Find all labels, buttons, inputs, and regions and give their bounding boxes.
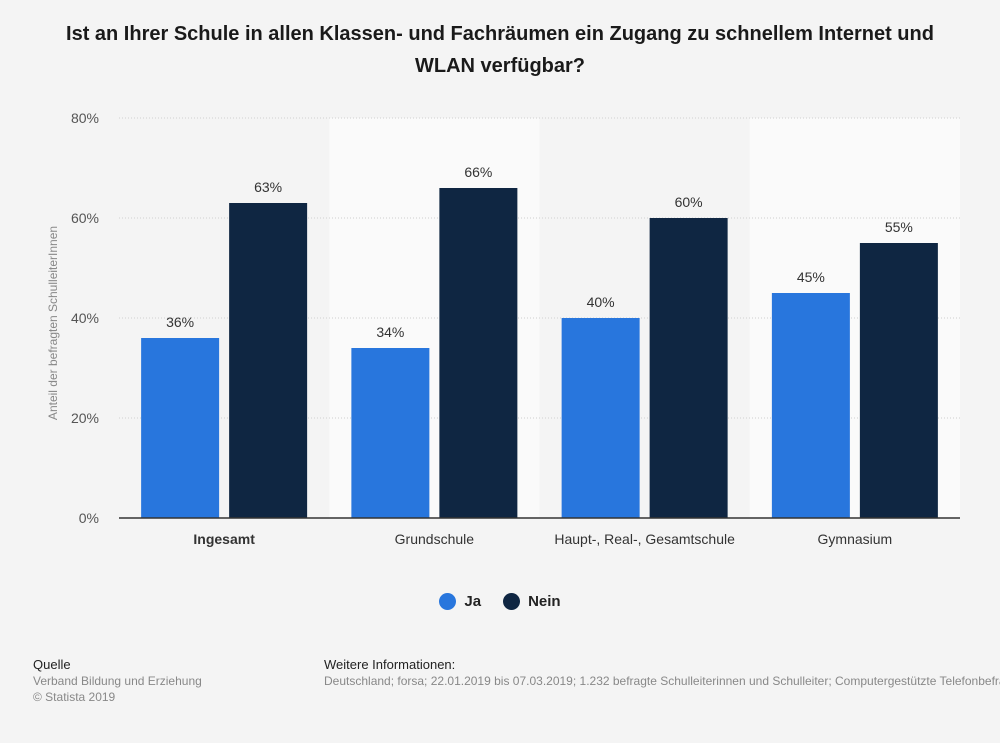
y-tick-label: 80% (71, 110, 99, 126)
legend-item-ja[interactable]: Ja (439, 593, 481, 610)
y-tick-label: 40% (71, 310, 99, 326)
copyright-line: © Statista 2019 (33, 690, 116, 704)
data-label: 55% (885, 219, 913, 235)
bar-nein (439, 188, 518, 518)
bar-nein (229, 203, 308, 518)
bar-ja (351, 348, 430, 518)
info-text: Deutschland; forsa; 22.01.2019 bis 07.03… (324, 674, 1000, 688)
y-axis-label: Anteil der befragten SchulleiterInnen (46, 226, 60, 420)
x-tick-label: Grundschule (395, 531, 475, 547)
bar-ja (771, 293, 850, 518)
x-tick-label: Gymnasium (818, 531, 893, 547)
data-label: 34% (376, 324, 404, 340)
x-tick-label: Ingesamt (193, 531, 255, 547)
legend: Ja Nein (0, 593, 1000, 610)
y-tick-label: 20% (71, 410, 99, 426)
data-label: 60% (675, 194, 703, 210)
data-label: 36% (166, 314, 194, 330)
data-label: 45% (797, 269, 825, 285)
info-block: Weitere Informationen: Deutschland; fors… (324, 657, 1000, 689)
chart-title: Ist an Ihrer Schule in allen Klassen- un… (66, 23, 934, 77)
legend-item-nein[interactable]: Nein (503, 593, 561, 610)
bar-ja (561, 318, 640, 518)
y-tick-label: 0% (79, 510, 99, 526)
y-tick-label: 60% (71, 210, 99, 226)
legend-label-ja: Ja (464, 593, 482, 610)
legend-swatch-nein (503, 593, 521, 610)
legend-swatch-ja (439, 593, 457, 610)
info-heading: Weitere Informationen: (324, 657, 456, 672)
source-line: Verband Bildung und Erziehung (33, 674, 202, 688)
data-label: 66% (464, 164, 492, 180)
source-block: Quelle Verband Bildung und Erziehung © S… (33, 657, 202, 705)
bar-ja (141, 338, 220, 518)
bar-nein (859, 243, 938, 518)
source-heading: Quelle (33, 657, 71, 672)
data-label: 40% (587, 294, 615, 310)
bar-nein (649, 218, 728, 518)
legend-label-nein: Nein (528, 593, 561, 610)
data-label: 63% (254, 179, 282, 195)
x-tick-label: Haupt-, Real-, Gesamtschule (554, 531, 735, 547)
